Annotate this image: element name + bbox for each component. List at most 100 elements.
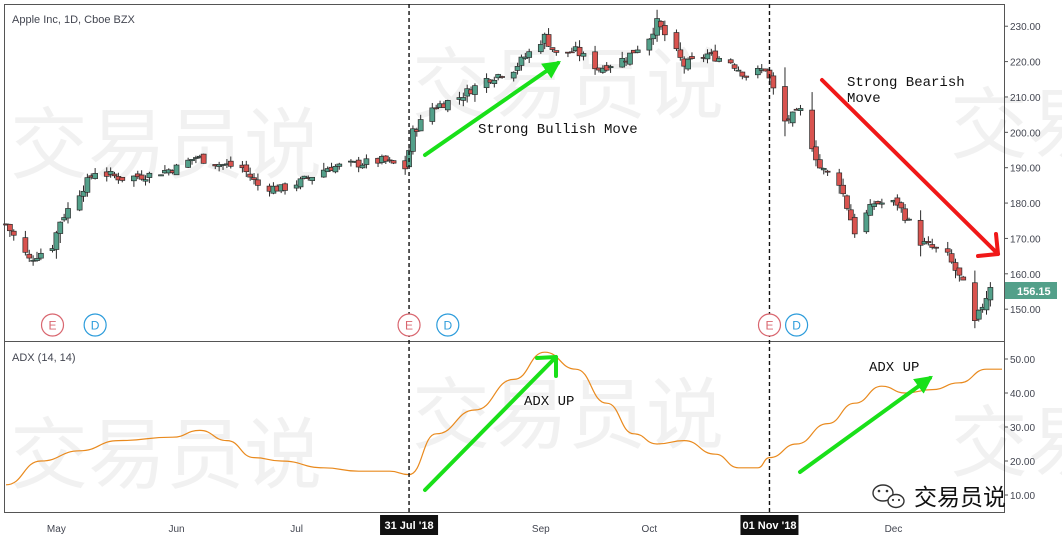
watermark-text-1: 交易员说 xyxy=(10,101,322,191)
candle-down xyxy=(952,262,959,271)
candle-up xyxy=(107,170,114,175)
price-axis-tick-label: 210.00 xyxy=(1010,93,1041,104)
candle-up xyxy=(158,174,164,177)
candle-up xyxy=(363,158,370,165)
price-axis-tick-label: 150.00 xyxy=(1010,305,1041,316)
bearish-arrow xyxy=(820,78,1000,256)
candle-up xyxy=(871,203,877,207)
adx-axis-tick-label: 20.00 xyxy=(1010,457,1035,468)
candle-down xyxy=(247,173,254,178)
dividend-marker xyxy=(436,313,460,337)
time-axis-tick-label: Jul xyxy=(290,524,303,535)
earnings-marker xyxy=(40,313,65,337)
adx-line xyxy=(5,351,1002,486)
candle-down xyxy=(282,183,288,191)
bearish-annotation-line2: Move xyxy=(847,91,881,107)
candle-down xyxy=(227,160,234,167)
last-price-badge-bg xyxy=(1005,282,1057,299)
brand: 交易员说 xyxy=(872,484,1006,511)
candle-down xyxy=(712,50,719,62)
candle-down xyxy=(10,230,17,236)
adx-up-arrow-1-head xyxy=(535,355,558,378)
candle-up xyxy=(820,168,827,171)
candle-down xyxy=(770,75,777,89)
candle-down xyxy=(898,202,905,209)
event-date-label: 31 Jul '18 xyxy=(385,520,434,532)
candle-up xyxy=(429,107,436,122)
candle-up xyxy=(444,100,451,111)
candle-up xyxy=(53,232,60,250)
candle-up xyxy=(76,195,83,211)
candle-down xyxy=(824,170,831,173)
wechat-icon xyxy=(872,484,905,509)
candle-up xyxy=(57,221,64,234)
candle-down xyxy=(689,56,695,59)
candle-up xyxy=(646,38,653,51)
candle-up xyxy=(142,179,149,182)
candle-up xyxy=(65,208,71,219)
candle-up xyxy=(185,159,191,168)
candle-down xyxy=(731,64,738,69)
watermark-text-3: 交易员说 xyxy=(950,81,1062,171)
candle-up xyxy=(80,190,87,197)
candle-up xyxy=(650,33,657,40)
candle-up xyxy=(863,212,870,233)
candle-up xyxy=(173,164,180,176)
adx-axis: 10.00 20.00 30.00 40.00 50.00 xyxy=(1004,355,1035,502)
price-axis-tick-label: 220.00 xyxy=(1010,58,1041,69)
candle-down xyxy=(545,34,552,47)
adx-title: ADX (14, 14) xyxy=(12,352,76,364)
adx-axis-tick-label: 10.00 xyxy=(1010,491,1035,502)
candle-down xyxy=(499,76,505,78)
dividend-marker-label: D xyxy=(792,319,801,333)
candle-down xyxy=(111,173,118,177)
candle-down xyxy=(658,20,664,28)
candle-up xyxy=(526,51,533,58)
candle-up xyxy=(754,68,761,76)
candle-up xyxy=(92,173,98,179)
candle-down xyxy=(836,172,843,186)
candle-up xyxy=(704,53,711,60)
candle-down xyxy=(813,146,819,161)
candle-down xyxy=(22,237,29,253)
candle-up xyxy=(867,204,874,216)
candle-up xyxy=(193,157,199,159)
candle-up xyxy=(580,53,587,57)
candle-down xyxy=(382,155,389,162)
candle-up xyxy=(297,178,304,188)
candle-down xyxy=(119,176,126,181)
adx-axis-tick-label: 50.00 xyxy=(1010,355,1035,366)
candle-up xyxy=(789,111,796,124)
candle-up xyxy=(879,202,885,205)
candle-up xyxy=(491,79,498,84)
candle-up xyxy=(483,78,490,89)
candle-up xyxy=(84,177,91,193)
candle-up xyxy=(336,163,343,167)
candle-up xyxy=(975,309,982,320)
candle-down xyxy=(817,159,823,169)
brand-text: 交易员说 xyxy=(914,485,1006,511)
price-axis-tick-label: 200.00 xyxy=(1010,128,1041,139)
candle-down xyxy=(848,209,854,221)
candle-down xyxy=(743,75,750,78)
candle-up xyxy=(518,56,525,66)
candle-down xyxy=(26,253,33,259)
adx-axis-tick-label: 40.00 xyxy=(1010,389,1035,400)
candle-down xyxy=(894,197,901,206)
time-axis-tick-label: Dec xyxy=(885,524,903,535)
candle-down xyxy=(844,195,850,209)
candle-down xyxy=(200,153,207,164)
bullish-annotation: Strong Bullish Move xyxy=(478,122,638,138)
time-axis-tick-label: Jun xyxy=(168,524,184,535)
event-lines: 31 Jul '18 01 Nov '18 xyxy=(380,4,799,535)
earnings-marker-label: E xyxy=(405,319,413,333)
event-date-label-bg xyxy=(380,515,439,535)
candle-up xyxy=(735,69,742,72)
candle-up xyxy=(906,218,912,221)
candle-up xyxy=(146,172,153,178)
adx-pane xyxy=(5,351,1002,486)
candle-up xyxy=(38,252,44,259)
candle-down xyxy=(902,208,908,221)
candle-down xyxy=(929,244,936,248)
